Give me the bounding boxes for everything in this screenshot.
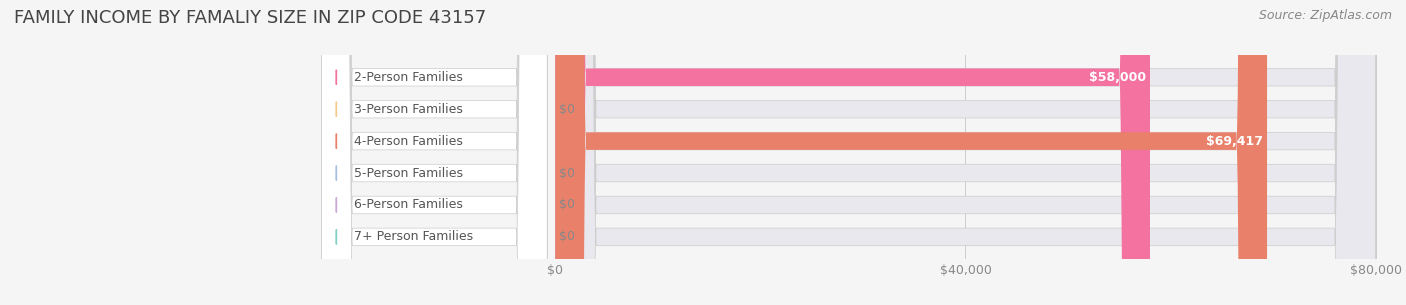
Text: 7+ Person Families: 7+ Person Families [354, 230, 474, 243]
FancyBboxPatch shape [555, 0, 1150, 305]
FancyBboxPatch shape [555, 0, 1375, 305]
Text: $0: $0 [560, 167, 575, 180]
Text: 5-Person Families: 5-Person Families [354, 167, 464, 180]
FancyBboxPatch shape [322, 0, 547, 305]
Text: $0: $0 [560, 103, 575, 116]
Text: 4-Person Families: 4-Person Families [354, 135, 464, 148]
Text: $58,000: $58,000 [1088, 71, 1146, 84]
FancyBboxPatch shape [555, 0, 1375, 305]
FancyBboxPatch shape [555, 0, 1267, 305]
FancyBboxPatch shape [555, 0, 1375, 305]
Text: 3-Person Families: 3-Person Families [354, 103, 464, 116]
FancyBboxPatch shape [322, 0, 547, 305]
Text: $0: $0 [560, 199, 575, 211]
Text: $69,417: $69,417 [1206, 135, 1263, 148]
FancyBboxPatch shape [555, 0, 1375, 305]
FancyBboxPatch shape [322, 0, 547, 305]
Text: 6-Person Families: 6-Person Families [354, 199, 464, 211]
FancyBboxPatch shape [322, 0, 547, 305]
Text: 2-Person Families: 2-Person Families [354, 71, 464, 84]
Text: Source: ZipAtlas.com: Source: ZipAtlas.com [1258, 9, 1392, 22]
FancyBboxPatch shape [322, 0, 547, 305]
Text: FAMILY INCOME BY FAMALIY SIZE IN ZIP CODE 43157: FAMILY INCOME BY FAMALIY SIZE IN ZIP COD… [14, 9, 486, 27]
FancyBboxPatch shape [322, 0, 547, 305]
FancyBboxPatch shape [555, 0, 1375, 305]
Text: $0: $0 [560, 230, 575, 243]
FancyBboxPatch shape [555, 0, 1375, 305]
